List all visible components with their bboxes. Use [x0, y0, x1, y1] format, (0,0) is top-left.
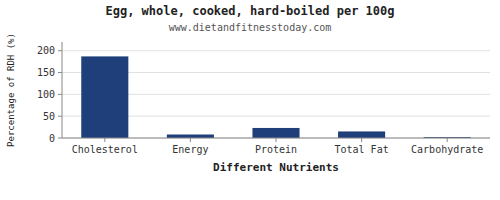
x-ticks: Cholesterol Energy Protein Total Fat Carbohy…: [72, 138, 484, 155]
x-tick-label: Energy: [172, 144, 208, 155]
y-tick: [58, 116, 62, 117]
y-tick-label: 100: [37, 89, 55, 100]
x-tick: [276, 138, 277, 142]
x-tick-label: Cholesterol: [72, 144, 138, 155]
y-axis-line: [62, 42, 63, 138]
y-tick-label: 50: [43, 111, 55, 122]
y-tick: [58, 138, 62, 139]
grid-line: [62, 50, 490, 51]
grid: [62, 51, 490, 138]
x-tick-label: Protein: [255, 144, 297, 155]
x-tick-label: Carbohydrate: [411, 144, 483, 155]
x-tick: [104, 138, 105, 142]
x-tick: [447, 138, 448, 142]
chart-container: Egg, whole, cooked, hard-boiled per 100g…: [0, 0, 500, 200]
bars: [81, 56, 470, 138]
bar: [81, 56, 128, 138]
x-tick: [190, 138, 191, 142]
y-tick: [58, 72, 62, 73]
y-axis-label: Percentage of RDH (%): [6, 33, 16, 147]
bar: [252, 128, 299, 138]
x-tick: [361, 138, 362, 142]
bar: [167, 135, 214, 138]
x-tick-label: Total Fat: [335, 144, 389, 155]
y-tick-label: 0: [49, 133, 55, 144]
title: Egg, whole, cooked, hard-boiled per 100g: [106, 4, 395, 18]
y-tick: [58, 50, 62, 51]
y-tick-label: 200: [37, 45, 55, 56]
subtitle: www.dietandfitnesstoday.com: [169, 22, 332, 33]
chart-svg: Egg, whole, cooked, hard-boiled per 100g…: [0, 0, 500, 200]
y-ticks: 0 50 100 150 200: [37, 45, 62, 143]
y-tick: [58, 94, 62, 95]
y-tick-label: 150: [37, 67, 55, 78]
bar: [338, 131, 385, 138]
x-axis-label: Different Nutrients: [213, 161, 339, 174]
